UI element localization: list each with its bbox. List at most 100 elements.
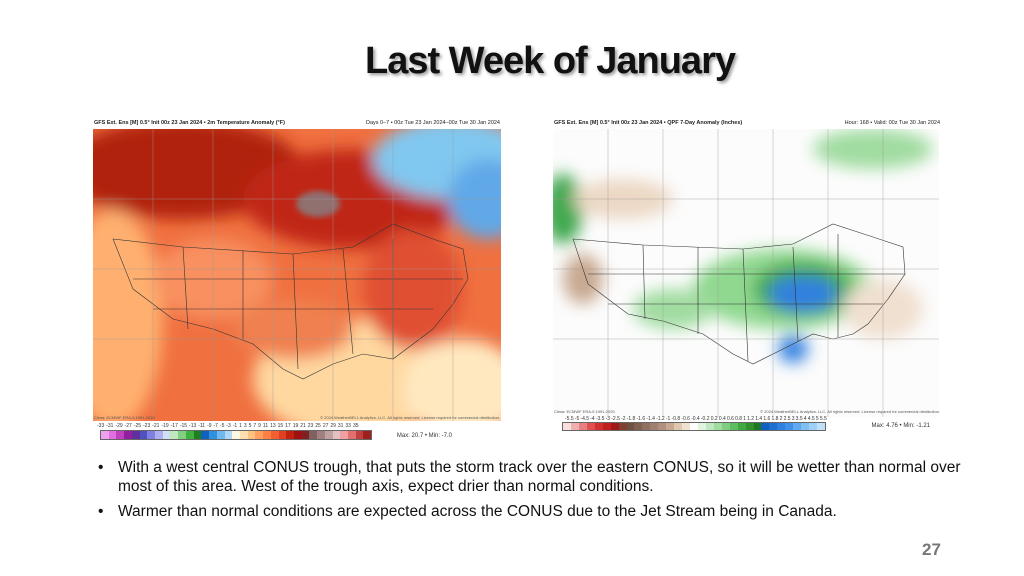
colorbar-tick: -0.2	[700, 416, 710, 422]
colorbar-swatch	[247, 431, 256, 439]
colorbar-tick: 2	[779, 416, 783, 422]
colorbar-swatch	[650, 423, 659, 430]
colorbar-tick: -5	[574, 416, 580, 422]
map-header: GFS Ext. Ens [M] 0.5° Init 00z 23 Jan 20…	[94, 120, 500, 126]
colorbar-swatch	[301, 431, 310, 439]
colorbar-tick: 1	[743, 416, 746, 422]
colorbar-tick: -5	[219, 423, 225, 429]
colorbar-tick: -21	[152, 423, 160, 429]
colorbar-tick: 0.4	[718, 416, 726, 422]
colorbar-swatch	[155, 431, 163, 439]
colorbar-swatch	[737, 423, 746, 430]
precipitation-anomaly-field	[553, 129, 939, 417]
colorbar-swatch	[578, 423, 587, 430]
colorbar-swatch	[108, 431, 117, 439]
colorbar-swatch	[270, 431, 279, 439]
colorbar-tick: 21	[300, 423, 306, 429]
colorbar-tick: 1.8	[771, 416, 779, 422]
colorbar-swatch	[278, 431, 287, 439]
colorbar-swatch	[610, 423, 619, 430]
bullet-item: • Warmer than normal conditions are expec…	[98, 503, 837, 520]
colorbar-swatch	[682, 423, 690, 430]
colorbar-tick: 1.2	[747, 416, 755, 422]
colorbar-swatch	[690, 423, 698, 430]
colorbar-swatch	[139, 431, 148, 439]
colorbar-swatch	[809, 423, 817, 430]
colorbar-tick: -17	[170, 423, 178, 429]
colorbar-tick: -0.8	[671, 416, 681, 422]
colorbar-swatch	[170, 431, 179, 439]
colorbar-tick: -4.5	[580, 416, 590, 422]
colorbar-swatch	[785, 423, 794, 430]
colorbar-tick: 13	[270, 423, 276, 429]
colorbar-swatch	[602, 423, 611, 430]
clim-note: Clima: ECMWF ERA-5 1991-2020	[554, 409, 615, 414]
max-min: Max: 20.7 • Min: -7.0	[396, 433, 452, 439]
colorbar-tick: 5	[248, 423, 252, 429]
colorbar-swatch	[332, 431, 341, 439]
colorbar-swatch	[116, 431, 125, 439]
colorbar-swatch	[753, 423, 762, 430]
colorbar-tick: -3.5	[595, 416, 605, 422]
map-header-left: GFS Ext. Ens [M] 0.5° Init 00z 23 Jan 20…	[94, 120, 285, 126]
colorbar-tick: 31	[337, 423, 344, 429]
map-header-left: GFS Ext. Ens [M] 0.5° Init 00z 23 Jan 20…	[554, 120, 743, 126]
colorbar-swatch	[594, 423, 603, 430]
colorbar-tick: -1.8	[626, 416, 636, 422]
colorbar-swatch	[721, 423, 730, 430]
colorbar-swatch	[131, 431, 140, 439]
colorbar-tick: -1.2	[656, 416, 665, 422]
map-header: GFS Ext. Ens [M] 0.5° Init 00z 23 Jan 20…	[554, 120, 940, 126]
colorbar-tick: -19	[161, 423, 169, 429]
clim-note: Clima: ECMWF ERA-5 1991-2020	[94, 415, 155, 420]
colorbar-tick: -15	[179, 423, 188, 429]
colorbar-swatch	[317, 431, 325, 439]
temperature-anomaly-map: GFS Ext. Ens [M] 0.5° Init 00z 23 Jan 20…	[92, 119, 502, 444]
max-min: Max: 4.76 • Min: -1.21	[871, 423, 930, 429]
colorbar-tick: 1.4	[755, 416, 763, 422]
colorbar-tick: -2	[621, 416, 626, 422]
colorbar-tick: 5.5	[819, 416, 827, 422]
colorbar-swatch	[713, 423, 722, 430]
colorbar-swatch	[293, 431, 302, 439]
colorbar-swatch	[642, 423, 651, 430]
colorbar-tick: 2.5	[783, 416, 791, 422]
colorbar-swatch	[147, 431, 156, 439]
copyright: © 2024 WeatherBELL Analytics, LLC. All r…	[760, 409, 940, 414]
bullet-item: • With a west central CONUS trough, that …	[98, 458, 988, 496]
colorbar-tick: -5.5	[565, 416, 574, 422]
colorbar-tick: -0.4	[691, 416, 700, 422]
colorbar-swatch	[178, 431, 186, 439]
colorbar-swatch	[674, 423, 683, 430]
colorbar-swatch	[224, 431, 233, 439]
colorbar-swatch	[324, 431, 333, 439]
colorbar-tick: -11	[198, 423, 206, 429]
colorbar-tick: 3	[791, 416, 795, 422]
colorbar-swatch	[586, 423, 595, 430]
colorbar-swatch	[666, 423, 675, 430]
colorbar-swatch	[705, 423, 714, 430]
colorbar-swatch	[201, 431, 210, 439]
colorbar-swatch	[563, 423, 571, 430]
colorbar-tick: 1.6	[763, 416, 771, 422]
bullet-text: With a west central CONUS trough, that p…	[118, 459, 961, 495]
colorbar-tick: 4.5	[807, 416, 815, 422]
colorbar-swatch	[801, 423, 810, 430]
colorbar-tick: -13	[189, 423, 197, 429]
colorbar-swatch	[817, 423, 825, 430]
colorbar-tick: 9	[258, 423, 261, 429]
colorbar-swatch	[363, 431, 372, 439]
colorbar-swatch	[255, 431, 264, 439]
colorbar-swatch	[793, 423, 802, 430]
colorbar-tick: 27	[322, 423, 329, 429]
colorbar-ticks: -5.5 -5 -4.5 -4 -3.5 -3 -2.5 -2 -1.8 -1.6 -1.4 -1.2…	[565, 416, 827, 422]
colorbar-tick: 15	[277, 423, 284, 429]
page-number: 27	[922, 540, 941, 559]
colorbar-swatch	[777, 423, 786, 430]
colorbar-swatch	[658, 423, 667, 430]
colorbar-swatch	[101, 431, 109, 439]
colorbar-tick: -7	[213, 423, 218, 429]
colorbar-tick: 0.8	[735, 416, 743, 422]
colorbar-tick: -0.6	[681, 416, 690, 422]
colorbar-tick: 23	[307, 423, 314, 429]
